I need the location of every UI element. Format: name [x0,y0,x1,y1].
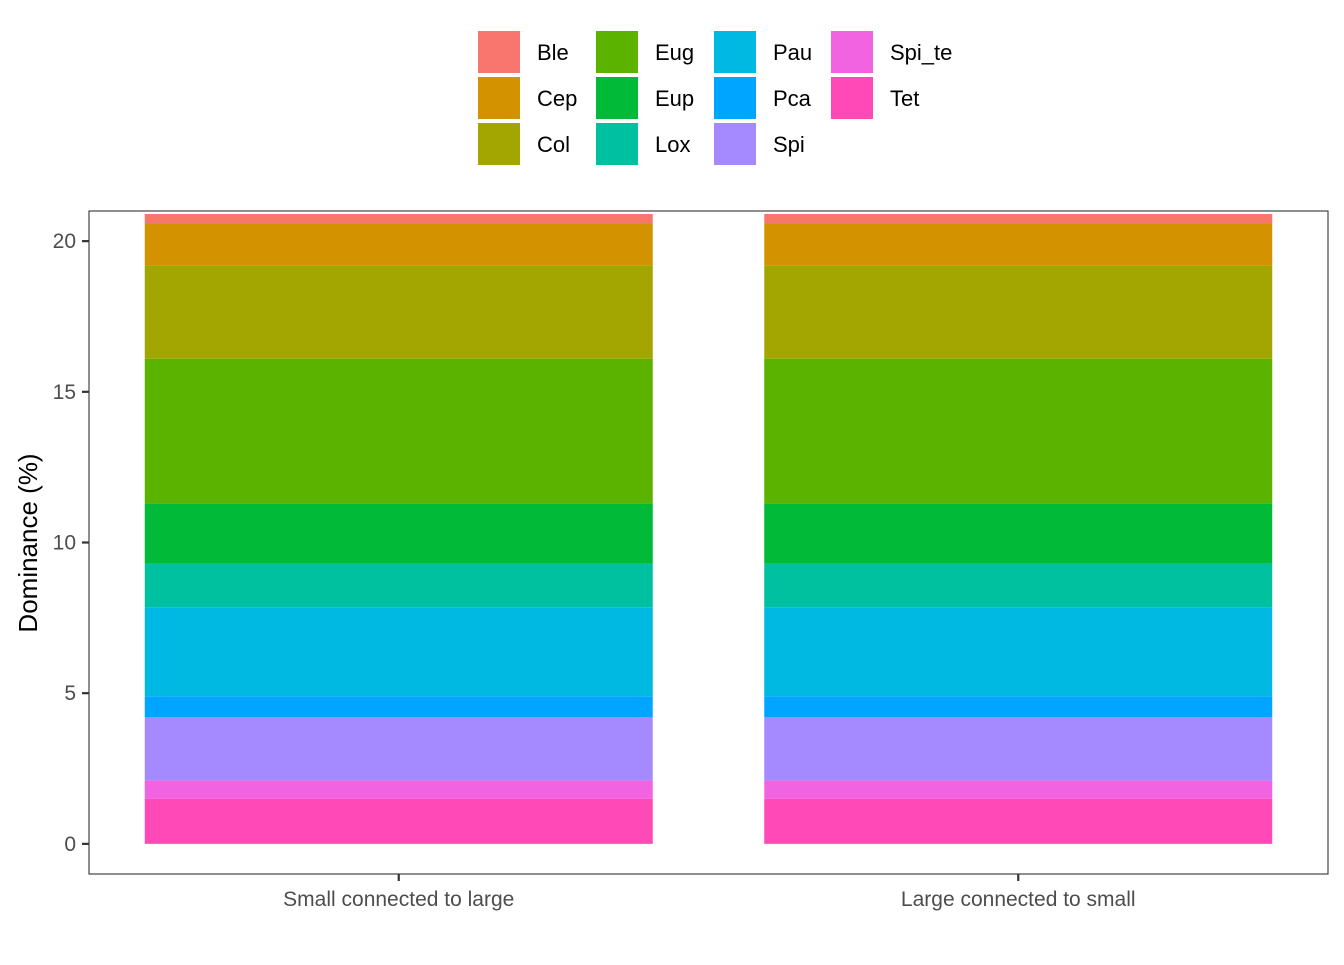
y-tick-label: 5 [64,682,76,705]
bar-segment-pca [144,696,653,718]
y-tick-label: 10 [53,532,76,555]
legend-label: Eup [655,86,694,111]
legend-key [478,123,520,165]
x-tick-label: Small connected to large [283,888,514,911]
legend-key [478,31,520,73]
legend-label: Ble [537,40,569,65]
legend-label: Pca [773,86,812,111]
bar-segment-tet [144,798,653,844]
legend-label: Eug [655,40,694,65]
y-tick-label: 0 [64,833,76,856]
bar-segment-eup [144,503,653,564]
legend-key [478,77,520,119]
x-axis: Small connected to large Large connected … [283,874,1136,911]
legend-key [831,31,873,73]
legend-item-cep: Cep [478,77,577,119]
bar-segment-pca [764,696,1273,718]
legend-item-eup: Eup [596,77,694,119]
bar-segment-cep [764,223,1273,266]
legend-key [596,31,638,73]
bar-segment-eup [764,503,1273,564]
legend-item-pca: Pca [714,77,812,119]
bar-segment-col [764,265,1273,359]
legend-item-lox: Lox [596,123,690,165]
legend-label: Lox [655,132,690,157]
legend-label: Cep [537,86,577,111]
bar-segment-lox [764,563,1273,608]
legend-key [714,31,756,73]
bar-segment-col [144,265,653,359]
legend-label: Spi [773,132,805,157]
legend-item-col: Col [478,123,570,165]
bar-segment-eug [764,358,1273,504]
bar-segment-spi [764,717,1273,781]
legend-key [831,77,873,119]
bars [144,214,1273,844]
legend-item-tet: Tet [831,77,919,119]
bar-segment-cep [144,223,653,266]
y-axis: 0 5 10 15 20 [53,230,89,856]
y-tick-label: 15 [53,381,76,404]
legend-label: Tet [890,86,919,111]
y-tick-label: 20 [53,230,76,253]
legend: Ble Cep Col Eug Eup Lox Pau Pca Spi Spi_te Tet [478,31,952,165]
bar-segment-ble [764,214,1273,224]
legend-item-eug: Eug [596,31,694,73]
legend-label: Spi_te [890,40,952,65]
bar-segment-tet [764,798,1273,844]
legend-label: Pau [773,40,812,65]
y-axis-title: Dominance (%) [13,453,43,632]
legend-key [596,77,638,119]
legend-key [714,77,756,119]
x-tick-label: Large connected to small [901,888,1136,911]
bar-segment-ble [144,214,653,224]
legend-item-spi-te: Spi_te [831,31,952,73]
legend-key [596,123,638,165]
bar-segment-spi [144,717,653,781]
bar-segment-spi-te [144,780,653,799]
legend-item-pau: Pau [714,31,812,73]
legend-label: Col [537,132,570,157]
bar-segment-lox [144,563,653,608]
legend-item-spi: Spi [714,123,805,165]
bar-segment-pau [144,607,653,697]
bar-segment-spi-te [764,780,1273,799]
legend-item-ble: Ble [478,31,569,73]
bar-segment-eug [144,358,653,504]
bar-segment-pau [764,607,1273,697]
legend-key [714,123,756,165]
